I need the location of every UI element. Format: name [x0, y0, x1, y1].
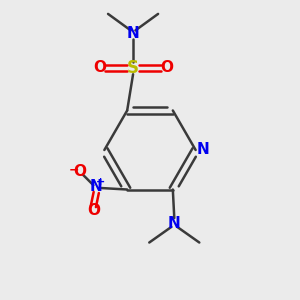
Text: −: − — [68, 163, 79, 176]
Text: O: O — [160, 60, 173, 75]
Text: O: O — [74, 164, 87, 179]
Text: O: O — [93, 60, 106, 75]
Text: N: N — [90, 179, 103, 194]
Text: N: N — [168, 216, 181, 231]
Text: N: N — [196, 142, 209, 158]
Text: N: N — [127, 26, 140, 41]
Text: +: + — [96, 177, 105, 187]
Text: O: O — [87, 202, 100, 217]
Text: S: S — [127, 59, 139, 77]
